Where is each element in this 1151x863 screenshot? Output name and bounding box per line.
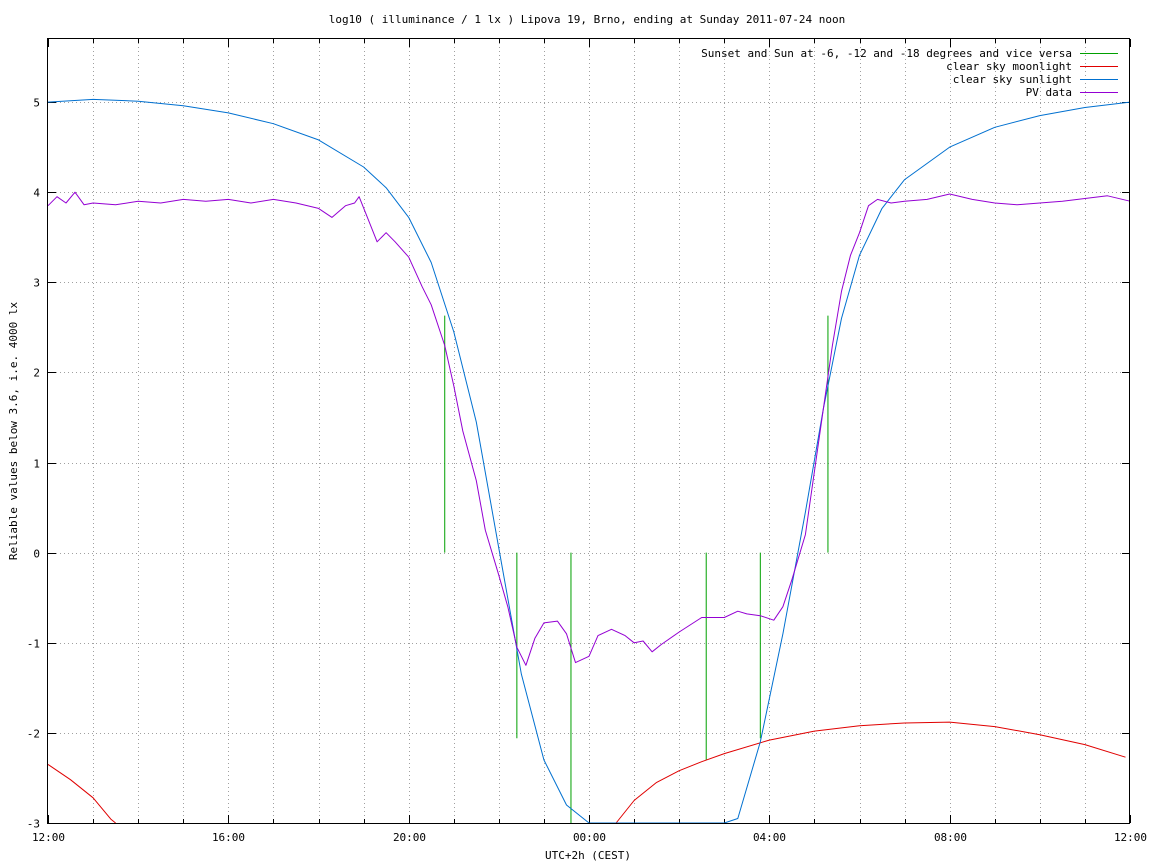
series-line-pv-data: [47, 191, 1131, 666]
x-tick-label: 04:00: [753, 831, 786, 844]
chart-title: log10 ( illuminance / 1 lx ) Lipova 19, …: [329, 13, 846, 26]
plot-area: [47, 98, 1131, 824]
plot-frame: [47, 38, 1130, 824]
x-tick-label: 08:00: [934, 831, 967, 844]
y-axis-label: Reliable values below 3.6, i.e. 4000 lx: [7, 301, 20, 560]
y-tick-label: 3: [33, 277, 40, 290]
series-line-clear-sky-moonlight: [47, 763, 116, 824]
legend-label: PV data: [1026, 86, 1072, 99]
x-tick-label: 20:00: [393, 831, 426, 844]
axis-ticks: 12:00 16:00 20:00 00:00 04:00 08:00 12:00 5 4 3 2 1…: [27, 39, 1147, 844]
x-tick-label: 12:00: [32, 831, 65, 844]
x-tick-label: 00:00: [573, 831, 606, 844]
y-tick-label: 4: [33, 187, 40, 200]
y-tick-label: 5: [33, 97, 40, 110]
y-tick-label: -2: [27, 728, 40, 741]
grid-lines: [48, 39, 1130, 823]
y-tick-label: 2: [33, 367, 40, 380]
legend-label: clear sky sunlight: [953, 73, 1072, 86]
y-tick-label: -1: [27, 638, 40, 651]
y-tick-label: 0: [33, 548, 40, 561]
legend: Sunset and Sun at -6, -12 and -18 degree…: [701, 47, 1118, 99]
x-tick-label: 12:00: [1114, 831, 1147, 844]
y-tick-label: -3: [27, 818, 40, 831]
x-axis-label: UTC+2h (CEST): [545, 849, 631, 862]
series-line-clear-sky-sunlight: [47, 98, 1131, 824]
series-line-clear-sky-moonlight: [615, 721, 1126, 824]
x-tick-label: 16:00: [212, 831, 245, 844]
legend-label: Sunset and Sun at -6, -12 and -18 degree…: [701, 47, 1072, 60]
legend-label: clear sky moonlight: [946, 60, 1072, 73]
y-tick-label: 1: [33, 458, 40, 471]
